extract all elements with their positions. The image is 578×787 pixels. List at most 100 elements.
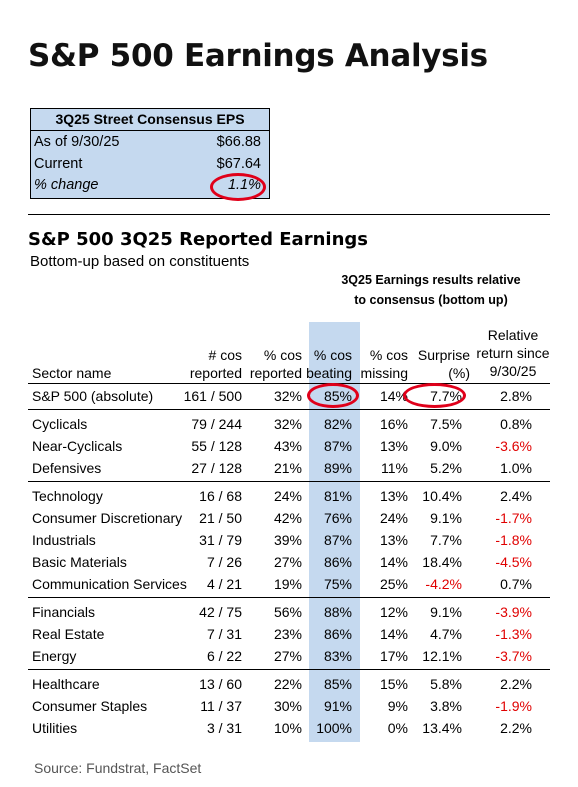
- group-separator: [28, 481, 550, 482]
- cell-missing: 11%: [381, 460, 408, 476]
- sector-name: Defensives: [32, 460, 102, 476]
- cell-beating: 85%: [323, 676, 352, 692]
- header-line: 9/30/25: [489, 363, 537, 379]
- consensus-label: % change: [34, 177, 99, 193]
- cell-beating: 75%: [323, 576, 352, 592]
- cell-missing: 13%: [379, 438, 408, 454]
- cell-pct-reported: 27%: [273, 648, 302, 664]
- group-separator: [28, 597, 550, 598]
- cell-surprise: 9.1%: [430, 510, 462, 526]
- header-line: reported: [249, 365, 302, 381]
- sector-name: Communication Services: [32, 576, 187, 592]
- consensus-label: As of 9/30/25: [34, 134, 120, 150]
- cell-surprise: 13.4%: [422, 720, 462, 736]
- cell-surprise: 7.7%: [430, 532, 462, 548]
- cell-relret: -1.7%: [495, 510, 532, 526]
- cell-reported: 21 / 50: [199, 510, 242, 526]
- consensus-header: 3Q25 Street Consensus EPS: [55, 111, 245, 127]
- cell-relret: -4.5%: [495, 554, 532, 570]
- cell-reported: 3 / 31: [206, 720, 242, 736]
- pct-change-highlight-circle: [210, 173, 266, 201]
- header-line: % cos: [369, 347, 408, 363]
- cell-reported: 4 / 21: [206, 576, 242, 592]
- surprise-highlight-circle: [403, 383, 466, 408]
- cell-pct-reported: 10%: [273, 720, 302, 736]
- cell-beating: 87%: [323, 532, 352, 548]
- header-relative-return: Relative return since 9/30/25: [476, 326, 550, 380]
- consensus-divider: [31, 130, 269, 131]
- group-separator: [28, 409, 550, 410]
- cell-pct-reported: 42%: [273, 510, 302, 526]
- cell-relret: -1.9%: [495, 698, 532, 714]
- cell-surprise: 9.1%: [430, 604, 462, 620]
- sector-name: Cyclicals: [32, 416, 88, 432]
- header-line: % cos: [313, 347, 352, 363]
- cell-relret: -1.3%: [495, 626, 532, 642]
- cell-reported: 6 / 22: [206, 648, 242, 664]
- cell-missing: 13%: [379, 488, 408, 504]
- cell-pct-reported: 27%: [273, 554, 302, 570]
- cell-missing: 16%: [379, 416, 408, 432]
- sector-name: Financials: [32, 604, 96, 620]
- cell-pct-reported: 22%: [273, 676, 302, 692]
- cell-missing: 0%: [387, 720, 408, 736]
- table-title: S&P 500 3Q25 Reported Earnings: [28, 229, 368, 250]
- header-surprise: Surprise (%): [410, 346, 470, 382]
- consensus-value: $66.88: [216, 134, 261, 150]
- cell-relret: 2.8%: [500, 388, 532, 404]
- cell-relret: 2.4%: [500, 488, 532, 504]
- group-separator: [28, 669, 550, 670]
- header-line: missing: [360, 365, 408, 381]
- consensus-value: $67.64: [216, 156, 261, 172]
- cell-beating: 86%: [323, 626, 352, 642]
- cell-beating: 81%: [323, 488, 352, 504]
- sector-name: Basic Materials: [32, 554, 127, 570]
- cell-reported: 42 / 75: [199, 604, 242, 620]
- cell-relret: -3.6%: [495, 438, 532, 454]
- beating-highlight-circle: [307, 383, 359, 408]
- consensus-group-note: 3Q25 Earnings results relative to consen…: [300, 270, 562, 310]
- cell-pct-reported: 30%: [273, 698, 302, 714]
- cell-beating: 76%: [323, 510, 352, 526]
- cell-missing: 25%: [379, 576, 408, 592]
- cell-reported: 161 / 500: [183, 388, 242, 404]
- cell-missing: 15%: [379, 676, 408, 692]
- cell-surprise: 5.8%: [430, 676, 462, 692]
- cell-surprise: 3.8%: [430, 698, 462, 714]
- cell-relret: -3.9%: [495, 604, 532, 620]
- cell-relret: 2.2%: [500, 720, 532, 736]
- cell-reported: 11 / 37: [200, 698, 242, 714]
- consensus-label: Current: [34, 156, 83, 172]
- sector-name: Consumer Staples: [32, 698, 148, 714]
- cell-reported: 55 / 128: [191, 438, 242, 454]
- cell-missing: 9%: [387, 698, 408, 714]
- header-line: (%): [448, 365, 470, 381]
- header-line: Relative: [487, 327, 539, 343]
- table-subtitle: Bottom-up based on constituents: [30, 253, 250, 270]
- cell-surprise: 4.7%: [430, 626, 462, 642]
- cell-pct-reported: 21%: [273, 460, 302, 476]
- cell-relret: 0.8%: [500, 416, 532, 432]
- cell-beating: 83%: [323, 648, 352, 664]
- cell-pct-reported: 23%: [273, 626, 302, 642]
- cell-reported: 79 / 244: [191, 416, 242, 432]
- sector-name: Near-Cyclicals: [32, 438, 123, 454]
- sector-name: Real Estate: [32, 626, 105, 642]
- cell-beating: 91%: [323, 698, 352, 714]
- consensus-eps-box: 3Q25 Street Consensus EPS As of 9/30/25 …: [30, 108, 270, 199]
- cell-relret: -1.8%: [495, 532, 532, 548]
- group-note-line: to consensus (bottom up): [354, 293, 508, 307]
- cell-missing: 12%: [379, 604, 408, 620]
- cell-beating: 88%: [323, 604, 352, 620]
- cell-reported: 16 / 68: [199, 488, 242, 504]
- header-line: reported: [189, 365, 242, 381]
- cell-missing: 14%: [379, 554, 408, 570]
- header-sector: Sector name: [32, 365, 112, 381]
- sector-name: Energy: [32, 648, 77, 664]
- page-title: S&P 500 Earnings Analysis: [28, 38, 488, 74]
- cell-pct-reported: 39%: [273, 532, 302, 548]
- group-note-line: 3Q25 Earnings results relative: [341, 273, 521, 287]
- sector-name: Industrials: [32, 532, 96, 548]
- cell-reported: 27 / 128: [191, 460, 242, 476]
- header-line: # cos: [208, 347, 242, 363]
